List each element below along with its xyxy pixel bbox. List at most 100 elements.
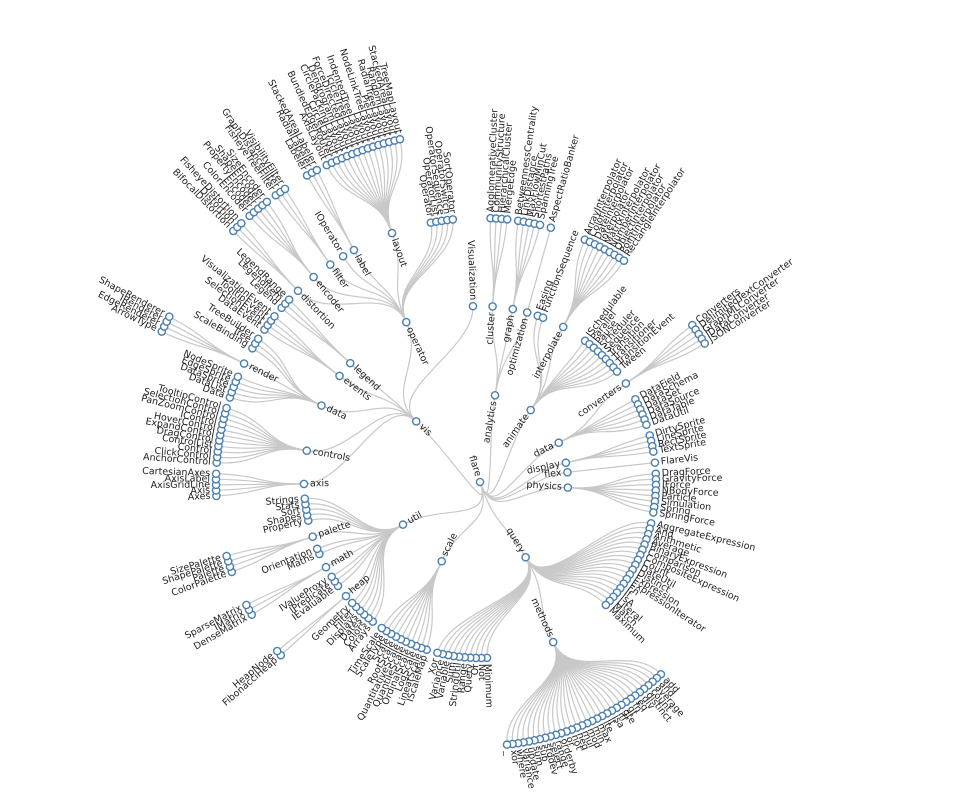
- node: [280, 184, 290, 194]
- node: [535, 220, 545, 230]
- leaf-label: Spring: [659, 502, 691, 517]
- leaf-label: or: [563, 735, 577, 748]
- leaf-label: GravityForce: [662, 473, 723, 485]
- node: [262, 197, 272, 207]
- node-label: query: [504, 526, 528, 555]
- link: [562, 260, 625, 328]
- link: [387, 139, 403, 234]
- leaf-label: sub: [536, 744, 551, 763]
- link: [506, 641, 557, 745]
- link: [402, 321, 417, 422]
- node: [548, 637, 558, 647]
- node: [558, 322, 568, 332]
- link: [216, 473, 305, 485]
- link: [530, 326, 564, 411]
- node-label: physics: [526, 479, 562, 492]
- link: [402, 219, 454, 323]
- leaf-label: Control: [177, 441, 212, 456]
- node: [317, 401, 326, 410]
- link: [240, 222, 299, 292]
- link: [525, 556, 607, 606]
- leaf-label: Stats: [275, 500, 300, 514]
- node-label: flare: [466, 454, 483, 478]
- link: [415, 420, 484, 496]
- link: [257, 338, 322, 407]
- node: [239, 359, 249, 368]
- node: [526, 405, 535, 415]
- link: [479, 481, 568, 502]
- leaf-label: Range: [456, 663, 470, 694]
- link: [316, 169, 355, 251]
- leaf-label: AxisLabel: [165, 473, 210, 484]
- link: [304, 498, 404, 531]
- node: [546, 223, 556, 232]
- node: [508, 304, 518, 314]
- node-label: filter: [329, 266, 351, 291]
- node: [521, 552, 530, 562]
- node-label: label: [352, 253, 373, 278]
- link: [216, 448, 307, 464]
- node: [395, 134, 405, 144]
- node-label: axis: [310, 478, 329, 489]
- node: [270, 312, 279, 321]
- node: [601, 600, 611, 610]
- node: [300, 494, 310, 503]
- leaf-label: sum: [530, 745, 545, 767]
- node: [222, 551, 231, 561]
- leaf-label: Axes: [187, 491, 210, 503]
- link: [353, 249, 407, 323]
- node: [649, 508, 658, 517]
- leaf-label: IOperator: [312, 210, 345, 255]
- leaf-label: AxisGridLine: [151, 479, 211, 491]
- link: [491, 219, 508, 307]
- node: [377, 623, 387, 633]
- link: [264, 329, 340, 377]
- node-label: methods: [528, 596, 555, 638]
- node-label: palette: [317, 519, 353, 540]
- node-label: cluster: [484, 312, 497, 345]
- node: [649, 447, 658, 456]
- leaf-label: Sum: [444, 661, 458, 684]
- leaf-label: where: [513, 748, 528, 779]
- link: [530, 317, 544, 411]
- links: [161, 139, 706, 745]
- leaf-label: DragForce: [662, 466, 711, 479]
- node: [619, 256, 629, 265]
- node: [411, 417, 421, 426]
- node: [402, 317, 411, 327]
- link: [567, 486, 654, 514]
- node: [284, 295, 294, 304]
- node-label: graph: [501, 314, 517, 343]
- link: [525, 556, 554, 643]
- link: [274, 315, 340, 377]
- link: [226, 536, 313, 557]
- link: [436, 556, 530, 653]
- node: [563, 483, 573, 492]
- leaf-label: Not: [476, 664, 487, 681]
- link: [306, 413, 417, 452]
- node: [237, 218, 246, 228]
- node: [502, 740, 512, 749]
- node: [437, 556, 447, 566]
- link: [276, 595, 347, 652]
- leaf-label: _: [502, 749, 514, 756]
- node: [490, 390, 500, 400]
- leaf-label: Axis: [190, 485, 210, 497]
- node: [349, 245, 359, 255]
- leaf-label: Query: [463, 663, 476, 693]
- node: [222, 403, 231, 413]
- link: [390, 560, 443, 635]
- leaf-label: NBodyForce: [662, 485, 719, 499]
- leaf-label: Or: [470, 664, 481, 676]
- node: [242, 600, 251, 610]
- link: [349, 362, 417, 422]
- link: [226, 407, 307, 452]
- link: [408, 306, 474, 422]
- link: [558, 424, 647, 444]
- leaf-label: CartesianAxes: [142, 466, 210, 479]
- link: [246, 566, 327, 606]
- link: [530, 371, 618, 411]
- node-label: scale: [439, 531, 460, 558]
